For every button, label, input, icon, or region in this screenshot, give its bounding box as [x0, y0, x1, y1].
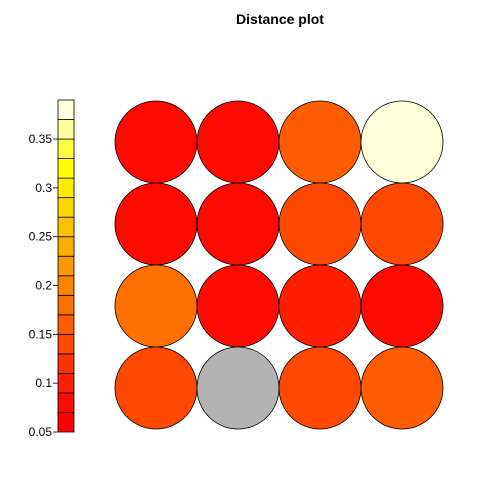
cell-circle — [114, 264, 198, 348]
colorbar-tick-label: 0.35 — [29, 132, 53, 146]
cell-grid — [114, 100, 444, 430]
cell-circle — [114, 100, 198, 184]
colorbar-segment — [57, 255, 75, 277]
cell-circle — [196, 182, 280, 266]
colorbar-axis: 0.05 0.1 0.15 0.2 0.25 0.3 0.35 — [29, 132, 58, 439]
colorbar-segment — [57, 314, 75, 335]
cell-circle — [196, 100, 280, 184]
colorbar-segment — [57, 353, 75, 374]
colorbar-segment — [57, 392, 75, 413]
colorbar-segment — [57, 138, 75, 159]
colorbar-segment — [57, 216, 75, 238]
cell-circle — [360, 100, 444, 184]
colorbar-segment — [57, 412, 75, 433]
colorbar-tick-label: 0.25 — [29, 230, 53, 244]
cell-circle — [278, 346, 362, 430]
cell-circle — [114, 346, 198, 430]
colorbar-tick-label: 0.05 — [29, 425, 53, 439]
cell-circle — [278, 264, 362, 348]
cell-circle — [114, 182, 198, 266]
colorbar-segment — [57, 177, 75, 199]
colorbar-segment — [57, 333, 75, 355]
cell-circle — [360, 264, 444, 348]
cell-circle — [196, 346, 280, 430]
colorbar-segment — [57, 197, 75, 218]
cell-circle — [196, 264, 280, 348]
cell-circle — [360, 346, 444, 430]
cell-circle — [278, 182, 362, 266]
colorbar-segment — [57, 119, 75, 140]
colorbar-segment — [57, 99, 75, 120]
chart-title: Distance plot — [236, 11, 324, 27]
colorbar-tick-label: 0.1 — [35, 376, 52, 390]
colorbar-tick-label: 0.2 — [35, 279, 52, 293]
colorbar — [57, 99, 75, 433]
colorbar-segment — [57, 373, 75, 394]
cell-circle — [278, 100, 362, 184]
colorbar-segment — [57, 294, 75, 316]
colorbar-segment — [57, 158, 75, 179]
colorbar-segment — [57, 275, 75, 296]
cell-circle — [360, 182, 444, 266]
colorbar-tick-label: 0.15 — [29, 327, 53, 341]
colorbar-tick-label: 0.3 — [35, 181, 52, 195]
colorbar-segment — [57, 236, 75, 257]
